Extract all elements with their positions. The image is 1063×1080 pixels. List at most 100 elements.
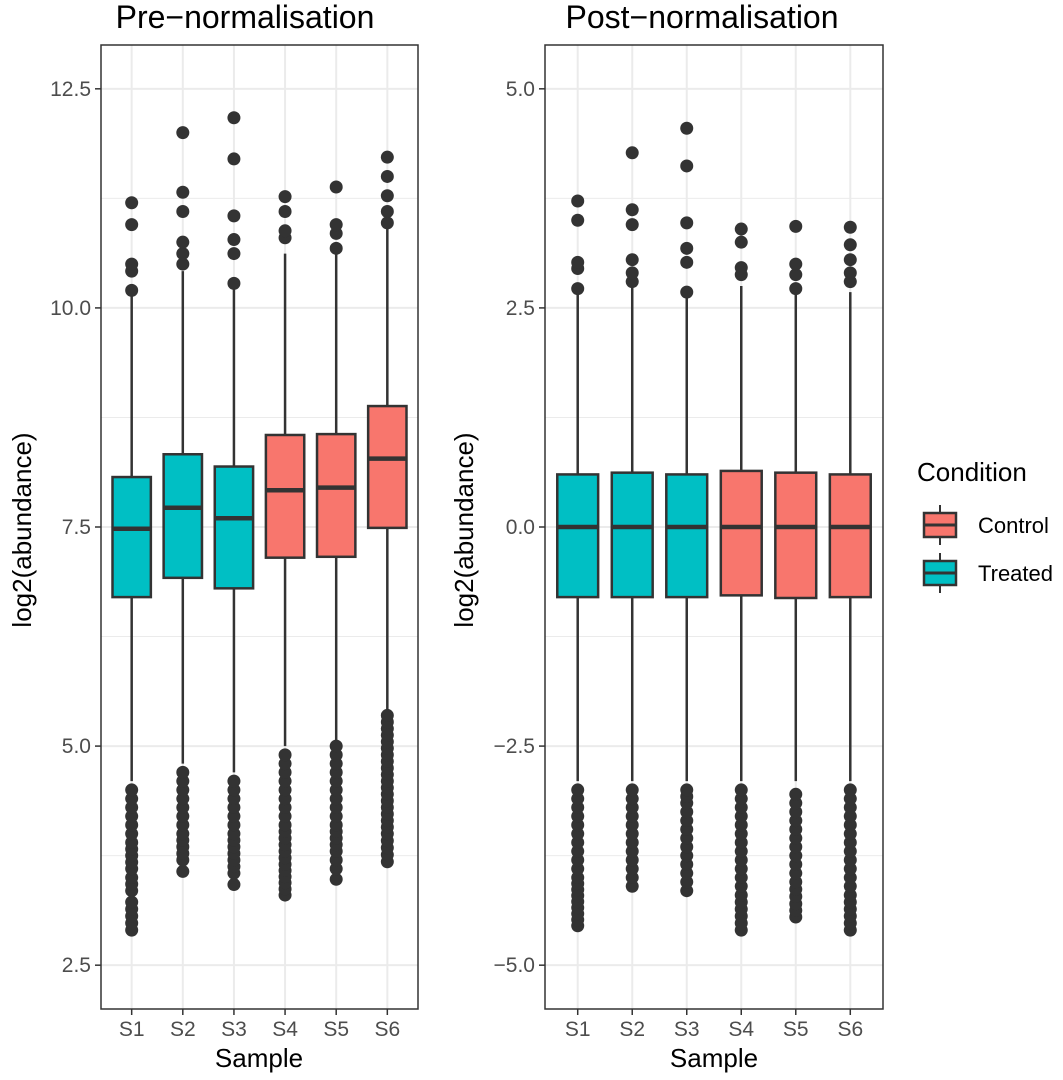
outlier-point — [380, 216, 394, 230]
pre-normalisation-panel: Pre−normalisation log2(abundance) Sample… — [7, 0, 419, 1073]
outlier-point — [734, 261, 748, 275]
outlier-point — [734, 235, 748, 249]
outlier-point — [176, 235, 190, 249]
box-body — [315, 432, 357, 559]
x-axis-title: Sample — [670, 1043, 758, 1073]
outlier-point — [789, 268, 803, 282]
outlier-point — [625, 146, 639, 160]
plot-area — [101, 45, 418, 1009]
outlier-point — [680, 783, 694, 797]
outlier-point — [625, 266, 639, 280]
legend-key-control — [922, 505, 958, 545]
outlier-point — [227, 774, 241, 788]
outlier-point — [789, 282, 803, 296]
y-tick-label: 5.0 — [62, 735, 91, 758]
box-body — [366, 404, 408, 530]
y-tick-label: −5.0 — [494, 954, 535, 977]
y-tick-label: −2.5 — [494, 735, 535, 758]
outlier-point — [227, 152, 241, 166]
outlier-point — [125, 218, 139, 232]
box-s3 — [213, 111, 255, 892]
y-tick-label: 12.5 — [50, 78, 91, 101]
box-s2 — [610, 146, 654, 893]
outlier-point — [380, 150, 394, 164]
box-s2 — [162, 126, 204, 878]
x-tick-label: S1 — [565, 1018, 591, 1041]
box-body — [610, 471, 654, 599]
outlier-point — [278, 205, 292, 219]
box-body — [213, 465, 255, 590]
outlier-point — [680, 285, 694, 299]
outlier-point — [329, 180, 343, 194]
panel-border — [100, 44, 419, 1010]
outlier-point — [680, 121, 694, 135]
outlier-point — [625, 203, 639, 217]
outlier-point — [278, 190, 292, 204]
outlier-point — [278, 224, 292, 238]
outlier-point — [843, 238, 857, 252]
x-tick-label: S5 — [323, 1018, 349, 1041]
outlier-point — [227, 233, 241, 247]
outlier-point — [329, 739, 343, 753]
outlier-point — [176, 864, 190, 878]
box-body — [162, 453, 204, 580]
legend-title: Condition — [917, 457, 1027, 487]
outlier-point — [625, 783, 639, 797]
outlier-point — [176, 247, 190, 261]
y-tick-label: 2.5 — [506, 297, 535, 320]
x-tick-label: S4 — [272, 1018, 298, 1041]
y-tick-label: 10.0 — [50, 297, 91, 320]
y-tick-label: 2.5 — [62, 954, 91, 977]
legend: Condition Control Treated — [917, 457, 1053, 593]
box-s5 — [774, 219, 818, 924]
outlier-point — [380, 708, 394, 722]
x-tick-label: S6 — [837, 1018, 863, 1041]
outlier-point — [125, 783, 139, 797]
y-axis-title: log2(abundance) — [449, 432, 479, 627]
outlier-point — [571, 255, 585, 269]
outlier-point — [843, 783, 857, 797]
box-s5 — [315, 180, 357, 886]
x-tick-label: S5 — [783, 1018, 809, 1041]
x-tick-label: S4 — [728, 1018, 754, 1041]
outlier-point — [571, 194, 585, 208]
box-s3 — [665, 121, 709, 898]
outlier-point — [125, 257, 139, 271]
plot-area — [545, 45, 883, 1009]
outlier-point — [329, 218, 343, 232]
outlier-point — [176, 185, 190, 199]
outlier-point — [125, 283, 139, 297]
y-tick-label: 5.0 — [506, 78, 535, 101]
outlier-point — [227, 878, 241, 892]
outlier-point — [571, 213, 585, 227]
outlier-point — [734, 222, 748, 236]
y-tick-label: 7.5 — [62, 516, 91, 539]
outlier-point — [380, 205, 394, 219]
x-tick-label: S2 — [170, 1018, 196, 1041]
panel-title: Pre−normalisation — [116, 0, 375, 35]
outlier-point — [227, 209, 241, 223]
post-normalisation-panel: Post−normalisation log2(abundance) Sampl… — [449, 0, 884, 1073]
outlier-point — [789, 257, 803, 271]
outlier-point — [176, 126, 190, 140]
outlier-point — [680, 255, 694, 269]
box-s1 — [556, 194, 600, 933]
outlier-point — [843, 220, 857, 234]
box-s6 — [366, 150, 408, 869]
box-body — [111, 475, 153, 599]
outlier-point — [680, 159, 694, 173]
box-body — [556, 473, 600, 599]
box-body — [264, 433, 306, 559]
legend-label: Treated — [978, 561, 1053, 586]
outlier-point — [125, 196, 139, 210]
y-tick-label: 0.0 — [506, 516, 535, 539]
legend-label: Control — [978, 513, 1049, 538]
legend-key-treated — [922, 553, 958, 593]
outlier-point — [329, 872, 343, 886]
outlier-point — [789, 787, 803, 801]
box-body — [719, 469, 763, 597]
outlier-point — [380, 169, 394, 183]
box-s4 — [719, 222, 763, 937]
panel-title: Post−normalisation — [565, 0, 838, 35]
